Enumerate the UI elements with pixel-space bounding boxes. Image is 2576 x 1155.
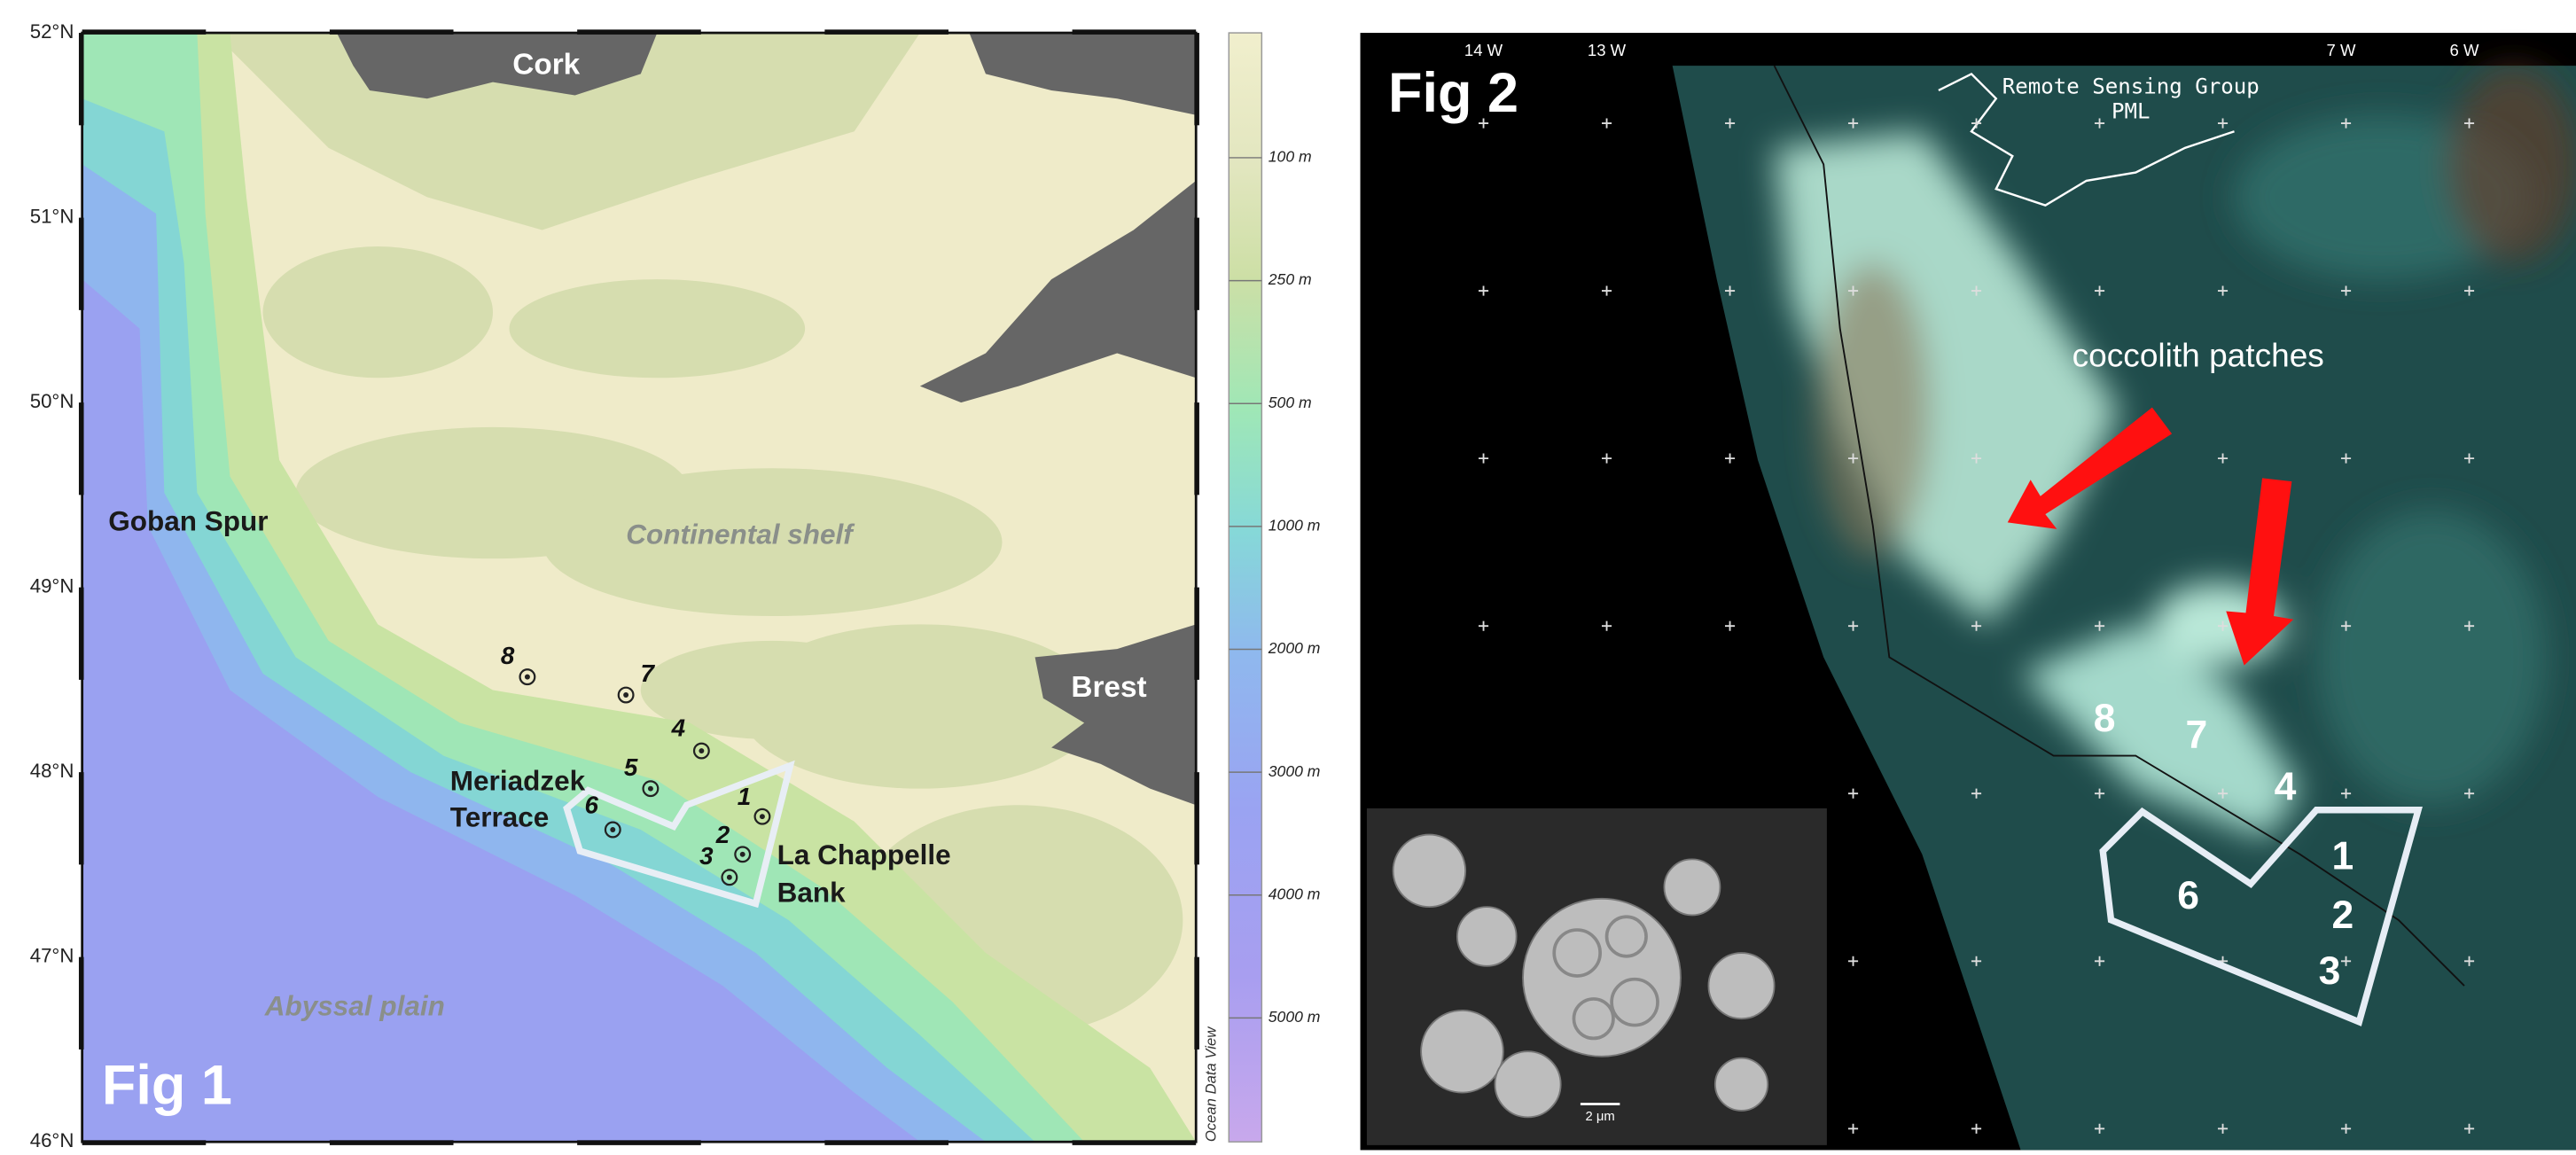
frame-tick xyxy=(1194,772,1199,864)
place-label: Cork xyxy=(512,48,580,81)
depth-label: 100 m xyxy=(1268,148,1312,166)
depth-label: 4000 m xyxy=(1268,885,1321,902)
lon-label: 13 W xyxy=(1588,41,1627,59)
frame-tick xyxy=(577,1140,701,1145)
figure-label: Fig 2 xyxy=(1388,62,1518,124)
place-label: Meriadzek xyxy=(450,765,586,797)
depth-label: 3000 m xyxy=(1268,762,1321,780)
page: {"fig1": {"label": "Fig 1", "lat_labels"… xyxy=(0,0,2576,1155)
figure-label: Fig 1 xyxy=(102,1055,232,1117)
depth-label: 250 m xyxy=(1268,270,1312,288)
annotation: coccolith patches xyxy=(2073,336,2324,373)
station-label: 7 xyxy=(2186,713,2208,756)
station-label: 1 xyxy=(2331,834,2354,878)
depth-label: 5000 m xyxy=(1268,1008,1321,1026)
station-label: 4 xyxy=(671,714,685,741)
credit: Ocean Data View xyxy=(1202,1026,1219,1142)
station-label: 6 xyxy=(2177,874,2199,917)
frame-tick xyxy=(79,588,84,680)
frame-tick xyxy=(79,957,84,1050)
frame-tick xyxy=(82,29,207,35)
frame-tick xyxy=(79,772,84,864)
frame-tick xyxy=(330,1140,454,1145)
depth-label: 1000 m xyxy=(1268,517,1321,535)
station-label: 7 xyxy=(640,659,655,687)
lon-label: 14 W xyxy=(1464,41,1503,59)
frame-tick xyxy=(824,1140,948,1145)
frame-tick xyxy=(79,402,84,495)
frame-tick xyxy=(330,29,454,35)
frame-tick xyxy=(79,33,84,125)
place-label: Brest xyxy=(1071,671,1146,704)
place-label: Bank xyxy=(777,877,847,909)
frame-tick xyxy=(1194,218,1199,310)
frame-tick xyxy=(824,29,948,35)
station-label: 5 xyxy=(624,753,638,781)
lon-label: 6 W xyxy=(2450,41,2479,59)
place-label: Terrace xyxy=(450,800,549,832)
frame-tick xyxy=(1194,402,1199,495)
lat-label: 50°N xyxy=(30,390,74,412)
lat-label: 51°N xyxy=(30,205,74,227)
lat-label: 52°N xyxy=(30,20,74,43)
frame-tick xyxy=(1194,957,1199,1050)
frame-tick xyxy=(1194,33,1199,125)
fig1-map: 8 7 4 5 1 6 2 3 Cork Brest Goban Spur Co… xyxy=(79,29,1199,1145)
region-label: Continental shelf xyxy=(626,519,855,550)
depth-label: 500 m xyxy=(1268,394,1312,411)
station-label: 1 xyxy=(738,783,751,810)
region-label: Abyssal plain xyxy=(264,989,445,1021)
station-label: 8 xyxy=(2094,697,2116,740)
station-label: 6 xyxy=(584,791,598,818)
station-label: 2 xyxy=(2331,894,2354,937)
place-label: La Chappelle xyxy=(777,839,951,870)
place-label: Goban Spur xyxy=(108,505,268,537)
frame-tick xyxy=(1073,29,1197,35)
frame-tick xyxy=(577,29,701,35)
station-label: 3 xyxy=(2319,949,2341,993)
lat-label: 48°N xyxy=(30,760,74,782)
credit: PML xyxy=(2112,98,2150,123)
station-label: 4 xyxy=(2275,766,2297,809)
fig2-satellite: 2 μm coccolith patches Remote Sensing Gr… xyxy=(1361,33,2576,1150)
lat-label: 47°N xyxy=(30,945,74,967)
frame-tick xyxy=(79,218,84,310)
scale-bar-label: 2 μm xyxy=(1586,1110,1615,1124)
latitude-labels: 52°N 51°N 50°N 49°N 48°N 47°N 46°N xyxy=(30,20,74,1151)
frame-tick xyxy=(1194,588,1199,680)
figure: 8 7 4 5 1 6 2 3 Cork Brest Goban Spur Co… xyxy=(0,0,2576,1155)
station-label: 8 xyxy=(501,642,515,669)
lat-label: 49°N xyxy=(30,574,74,597)
lon-label: 7 W xyxy=(2327,41,2356,59)
depth-colorbar: 100 m 250 m 500 m 1000 m 2000 m 3000 m 4000 m 5… xyxy=(1202,33,1320,1142)
depth-label: 2000 m xyxy=(1268,639,1321,657)
station-label: 3 xyxy=(699,842,714,870)
lat-label: 46°N xyxy=(30,1129,74,1151)
frame-tick xyxy=(1073,1140,1197,1145)
credit: Remote Sensing Group xyxy=(2002,74,2260,99)
frame-tick xyxy=(82,1140,207,1145)
station-label: 2 xyxy=(715,821,730,848)
